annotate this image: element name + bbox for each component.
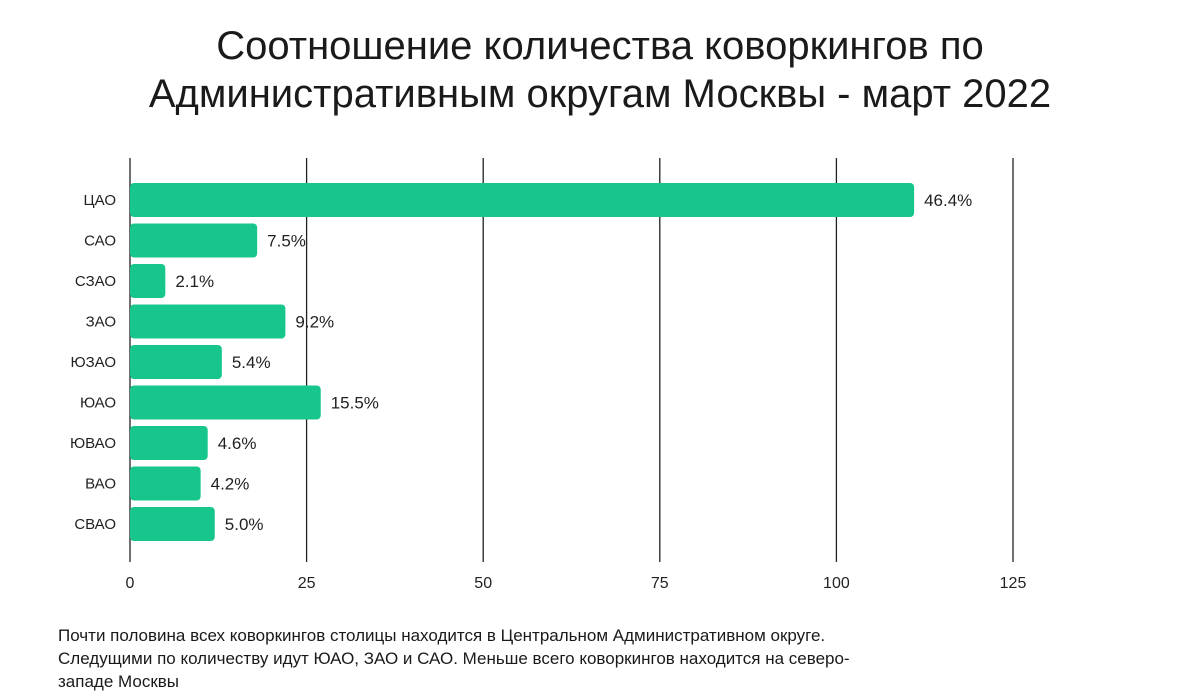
- value-label-1: 46.4%: [924, 191, 972, 210]
- x-tick-label-50: 50: [474, 575, 492, 592]
- caption-line-1: Почти половина всех коворкингов столицы …: [58, 626, 826, 645]
- value-label-9: 5.0%: [225, 515, 264, 534]
- value-label-2: 7.5%: [267, 232, 306, 251]
- category-label-6: ЮАО: [80, 395, 116, 412]
- caption-line-3: западе Москвы: [58, 672, 180, 691]
- x-tick-label-125: 125: [1000, 575, 1027, 592]
- chart-caption: Почти половина всех коворкингов столицы …: [58, 624, 1058, 693]
- caption-line-2: Следущими по количеству идут ЮАО, ЗАО и …: [58, 649, 850, 668]
- category-label-9: СВАО: [74, 516, 116, 533]
- category-label-4: ЗАО: [86, 314, 116, 331]
- chart-title-line-1: Соотношение количества коворкингов по: [216, 24, 984, 68]
- bar-3: [130, 264, 166, 298]
- category-label-2: САО: [84, 233, 116, 250]
- category-label-8: ВАО: [85, 476, 116, 493]
- value-label-8: 4.2%: [211, 475, 250, 494]
- value-label-5: 5.4%: [232, 353, 271, 372]
- bar-5: [130, 345, 222, 379]
- chart-title: Соотношение количества коворкингов по Ад…: [0, 22, 1200, 118]
- x-tick-label-25: 25: [298, 575, 316, 592]
- bar-chart: 0 25 50 75 100 125 ЦАО 46.4% САО 7.5% СЗАО 2.1% ЗАО 9…: [70, 158, 1026, 592]
- value-label-7: 4.6%: [218, 434, 257, 453]
- x-tick-label-100: 100: [823, 575, 850, 592]
- category-label-3: СЗАО: [75, 273, 116, 290]
- bar-4: [130, 304, 286, 339]
- chart-title-line-2: Административным округам Москвы - март 2…: [148, 72, 1052, 116]
- category-label-5: ЮЗАО: [70, 354, 116, 371]
- bars: [130, 183, 915, 541]
- bar-9: [130, 507, 215, 541]
- bar-8: [130, 466, 201, 501]
- category-label-1: ЦАО: [84, 192, 116, 209]
- value-label-4: 9.2%: [295, 313, 334, 332]
- labels: 0 25 50 75 100 125 ЦАО 46.4% САО 7.5% СЗАО 2.1% ЗАО 9…: [70, 191, 1026, 592]
- bar-6: [130, 385, 321, 420]
- category-label-7: ЮВАО: [70, 435, 116, 452]
- bar-7: [130, 426, 208, 460]
- value-label-6: 15.5%: [331, 394, 379, 413]
- bar-2: [130, 223, 258, 258]
- x-tick-label-75: 75: [651, 575, 669, 592]
- value-label-3: 2.1%: [175, 272, 214, 291]
- bar-1: [130, 183, 915, 217]
- x-tick-label-0: 0: [126, 575, 135, 592]
